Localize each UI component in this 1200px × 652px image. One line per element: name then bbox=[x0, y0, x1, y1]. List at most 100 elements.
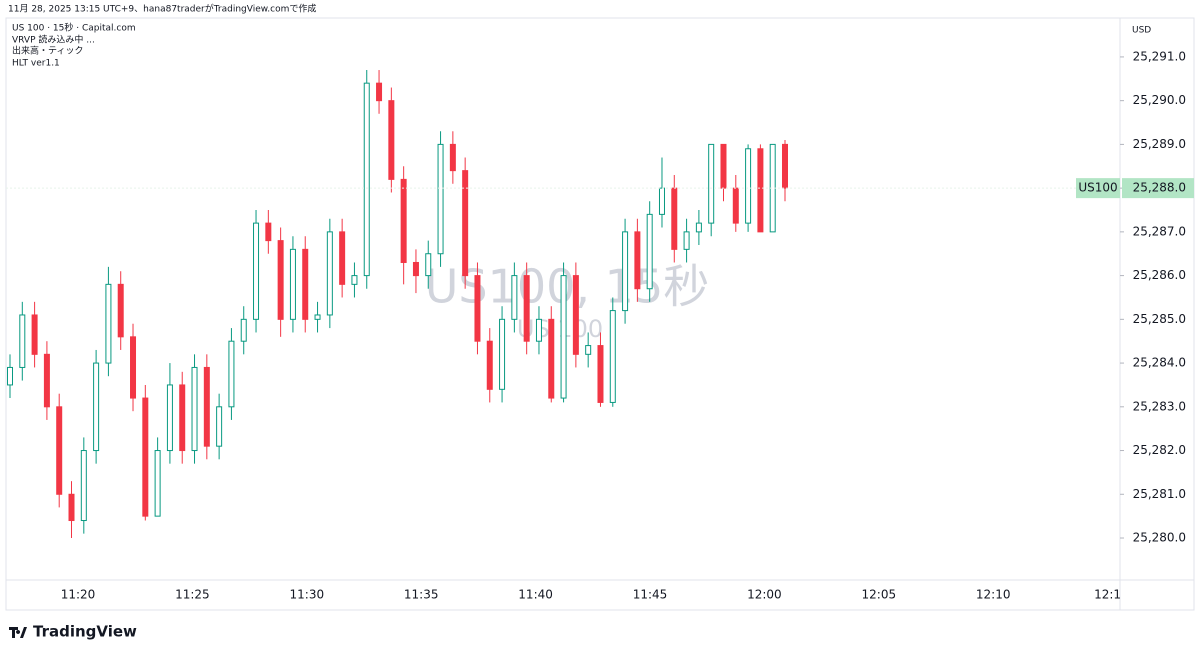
y-tick-label: 25,283.0 bbox=[1133, 399, 1186, 413]
logo bbox=[9, 627, 27, 638]
y-tick-label: 25,282.0 bbox=[1133, 443, 1186, 457]
candle-body bbox=[708, 143, 715, 224]
candle-body bbox=[93, 362, 100, 452]
candle-body bbox=[474, 275, 481, 342]
x-tick-label: 12:00 bbox=[747, 588, 782, 602]
candle-body bbox=[203, 366, 210, 447]
candle-body bbox=[523, 275, 530, 342]
y-tick-label: 25,286.0 bbox=[1133, 268, 1186, 282]
currency: USD bbox=[1132, 26, 1151, 36]
candle-body bbox=[757, 148, 764, 233]
candle-body bbox=[671, 187, 678, 250]
candle-body bbox=[314, 314, 321, 320]
candle-body bbox=[486, 340, 493, 390]
candle-body bbox=[68, 493, 75, 522]
candle-body bbox=[105, 283, 112, 364]
candle-body bbox=[166, 384, 173, 452]
last-price-name-box bbox=[1076, 178, 1120, 199]
candle-body bbox=[216, 406, 223, 447]
candle-body bbox=[499, 318, 506, 390]
y-tick-label: 25,281.0 bbox=[1133, 487, 1186, 501]
candle-body bbox=[277, 240, 284, 320]
candle-body bbox=[154, 450, 161, 517]
candle-body bbox=[339, 231, 346, 285]
candle-body bbox=[19, 314, 26, 368]
y-tick-label: 25,287.0 bbox=[1133, 224, 1186, 238]
candle-body bbox=[412, 261, 419, 277]
y-tick-label: 25,289.0 bbox=[1133, 137, 1186, 151]
candle-body bbox=[634, 231, 641, 290]
candle-body bbox=[289, 248, 296, 320]
candle-body bbox=[437, 143, 444, 255]
legend-line: HLT ver1.1 bbox=[12, 59, 60, 69]
candle-body bbox=[388, 100, 395, 180]
x-tick-label: 12:1 bbox=[1094, 588, 1121, 602]
x-tick-label: 11:25 bbox=[175, 588, 210, 602]
candle-body bbox=[622, 231, 629, 312]
candle-body bbox=[511, 275, 518, 320]
candle-body bbox=[658, 187, 665, 215]
watermark-sub: US 100 bbox=[517, 315, 603, 343]
candle-body bbox=[240, 318, 247, 342]
candle-body bbox=[130, 336, 137, 399]
y-tick-label: 25,280.0 bbox=[1133, 531, 1186, 545]
caption: 11月 28, 2025 13:15 UTC+9、hana87traderがTr… bbox=[8, 3, 316, 15]
candle-body bbox=[720, 143, 727, 189]
candle-body bbox=[31, 314, 38, 355]
x-tick-label: 11:40 bbox=[518, 588, 553, 602]
candle-body bbox=[609, 310, 616, 403]
candle-body bbox=[597, 345, 604, 403]
candle-body bbox=[782, 143, 788, 189]
y-tick-label: 25,284.0 bbox=[1133, 356, 1186, 370]
candle-body bbox=[732, 187, 739, 224]
candle-body bbox=[376, 82, 383, 102]
y-tick-label: 25,285.0 bbox=[1133, 312, 1186, 326]
x-tick-label: 11:45 bbox=[633, 588, 668, 602]
candle-body bbox=[400, 178, 407, 263]
candle-body bbox=[449, 143, 456, 172]
y-tick-label: 25,290.0 bbox=[1133, 93, 1186, 107]
candle-body bbox=[572, 275, 579, 355]
last-price-name: US100 bbox=[1078, 181, 1117, 195]
candle-body bbox=[363, 82, 370, 277]
x-tick-label: 11:20 bbox=[61, 588, 96, 602]
candle-body bbox=[117, 283, 124, 338]
candle-body bbox=[142, 397, 149, 517]
x-tick-label: 11:35 bbox=[404, 588, 439, 602]
candle-body bbox=[7, 366, 13, 386]
watermark: US100, 15秒 bbox=[425, 260, 709, 314]
candle-body bbox=[228, 340, 235, 408]
x-tick-label: 12:05 bbox=[862, 588, 897, 602]
candle-body bbox=[43, 353, 50, 408]
legend-line: 出来高・ティック bbox=[12, 45, 83, 57]
candle-body bbox=[191, 366, 198, 452]
candle-body bbox=[80, 450, 87, 522]
frame bbox=[5, 17, 1195, 611]
candle-body bbox=[462, 170, 469, 277]
last-price-label: 25,288.0 bbox=[1133, 181, 1186, 195]
candle-body bbox=[646, 213, 653, 290]
candle-body bbox=[548, 318, 555, 399]
x-tick-label: 12:10 bbox=[976, 588, 1011, 602]
candle-body bbox=[683, 231, 690, 250]
candle-body bbox=[265, 222, 272, 242]
legend-line: VRVP 読み込み中 ... bbox=[12, 34, 95, 46]
y-tick-label: 25,291.0 bbox=[1133, 49, 1186, 63]
candle-body bbox=[302, 248, 309, 320]
candle-body bbox=[179, 384, 186, 452]
candle-body bbox=[351, 275, 358, 285]
candle-body bbox=[425, 253, 432, 277]
candle-body bbox=[560, 275, 567, 399]
candle-body bbox=[253, 222, 260, 320]
candle-body bbox=[585, 345, 592, 355]
candle-body bbox=[535, 318, 542, 342]
candle-body bbox=[745, 148, 752, 224]
candle-body bbox=[695, 222, 702, 233]
last-price-box bbox=[1122, 178, 1194, 199]
candle-body bbox=[326, 231, 333, 316]
legend-line: US 100 · 15秒 · Capital.com bbox=[12, 22, 136, 34]
x-tick-label: 11:30 bbox=[290, 588, 325, 602]
candle-body bbox=[56, 406, 63, 495]
